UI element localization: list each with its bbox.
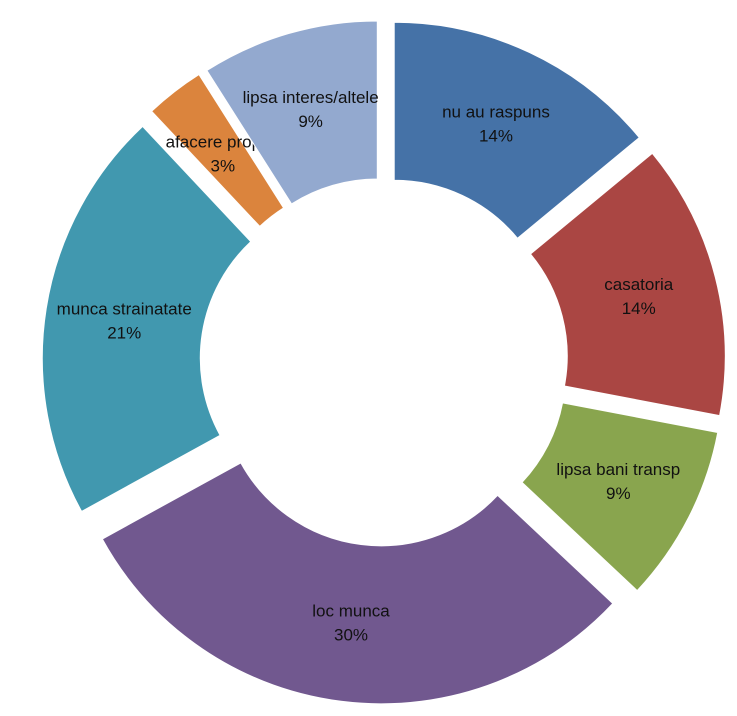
segment-value-label: 9% [298,112,323,131]
doughnut-segment [101,462,614,705]
segment-label: casatoria [604,275,674,294]
segment-value-label: 3% [211,157,236,176]
segment-label: lipsa bani transp [556,460,680,479]
segment-value-label: 9% [606,484,631,503]
doughnut-segment [393,21,640,239]
doughnut-segment [206,20,378,205]
segment-value-label: 14% [622,299,656,318]
segment-value-label: 30% [334,625,368,644]
doughnut-segment [150,73,285,228]
segment-label: nu au raspuns [442,103,550,122]
doughnut-segment [529,152,726,417]
doughnut-segment [41,125,252,513]
segment-value-label: 21% [107,323,141,342]
segment-label: munca strainatate [57,299,192,318]
doughnut-segment [521,402,719,592]
segment-label: loc munca [312,601,390,620]
segment-label: lipsa interes/altele [243,88,379,107]
segment-value-label: 14% [479,127,513,146]
